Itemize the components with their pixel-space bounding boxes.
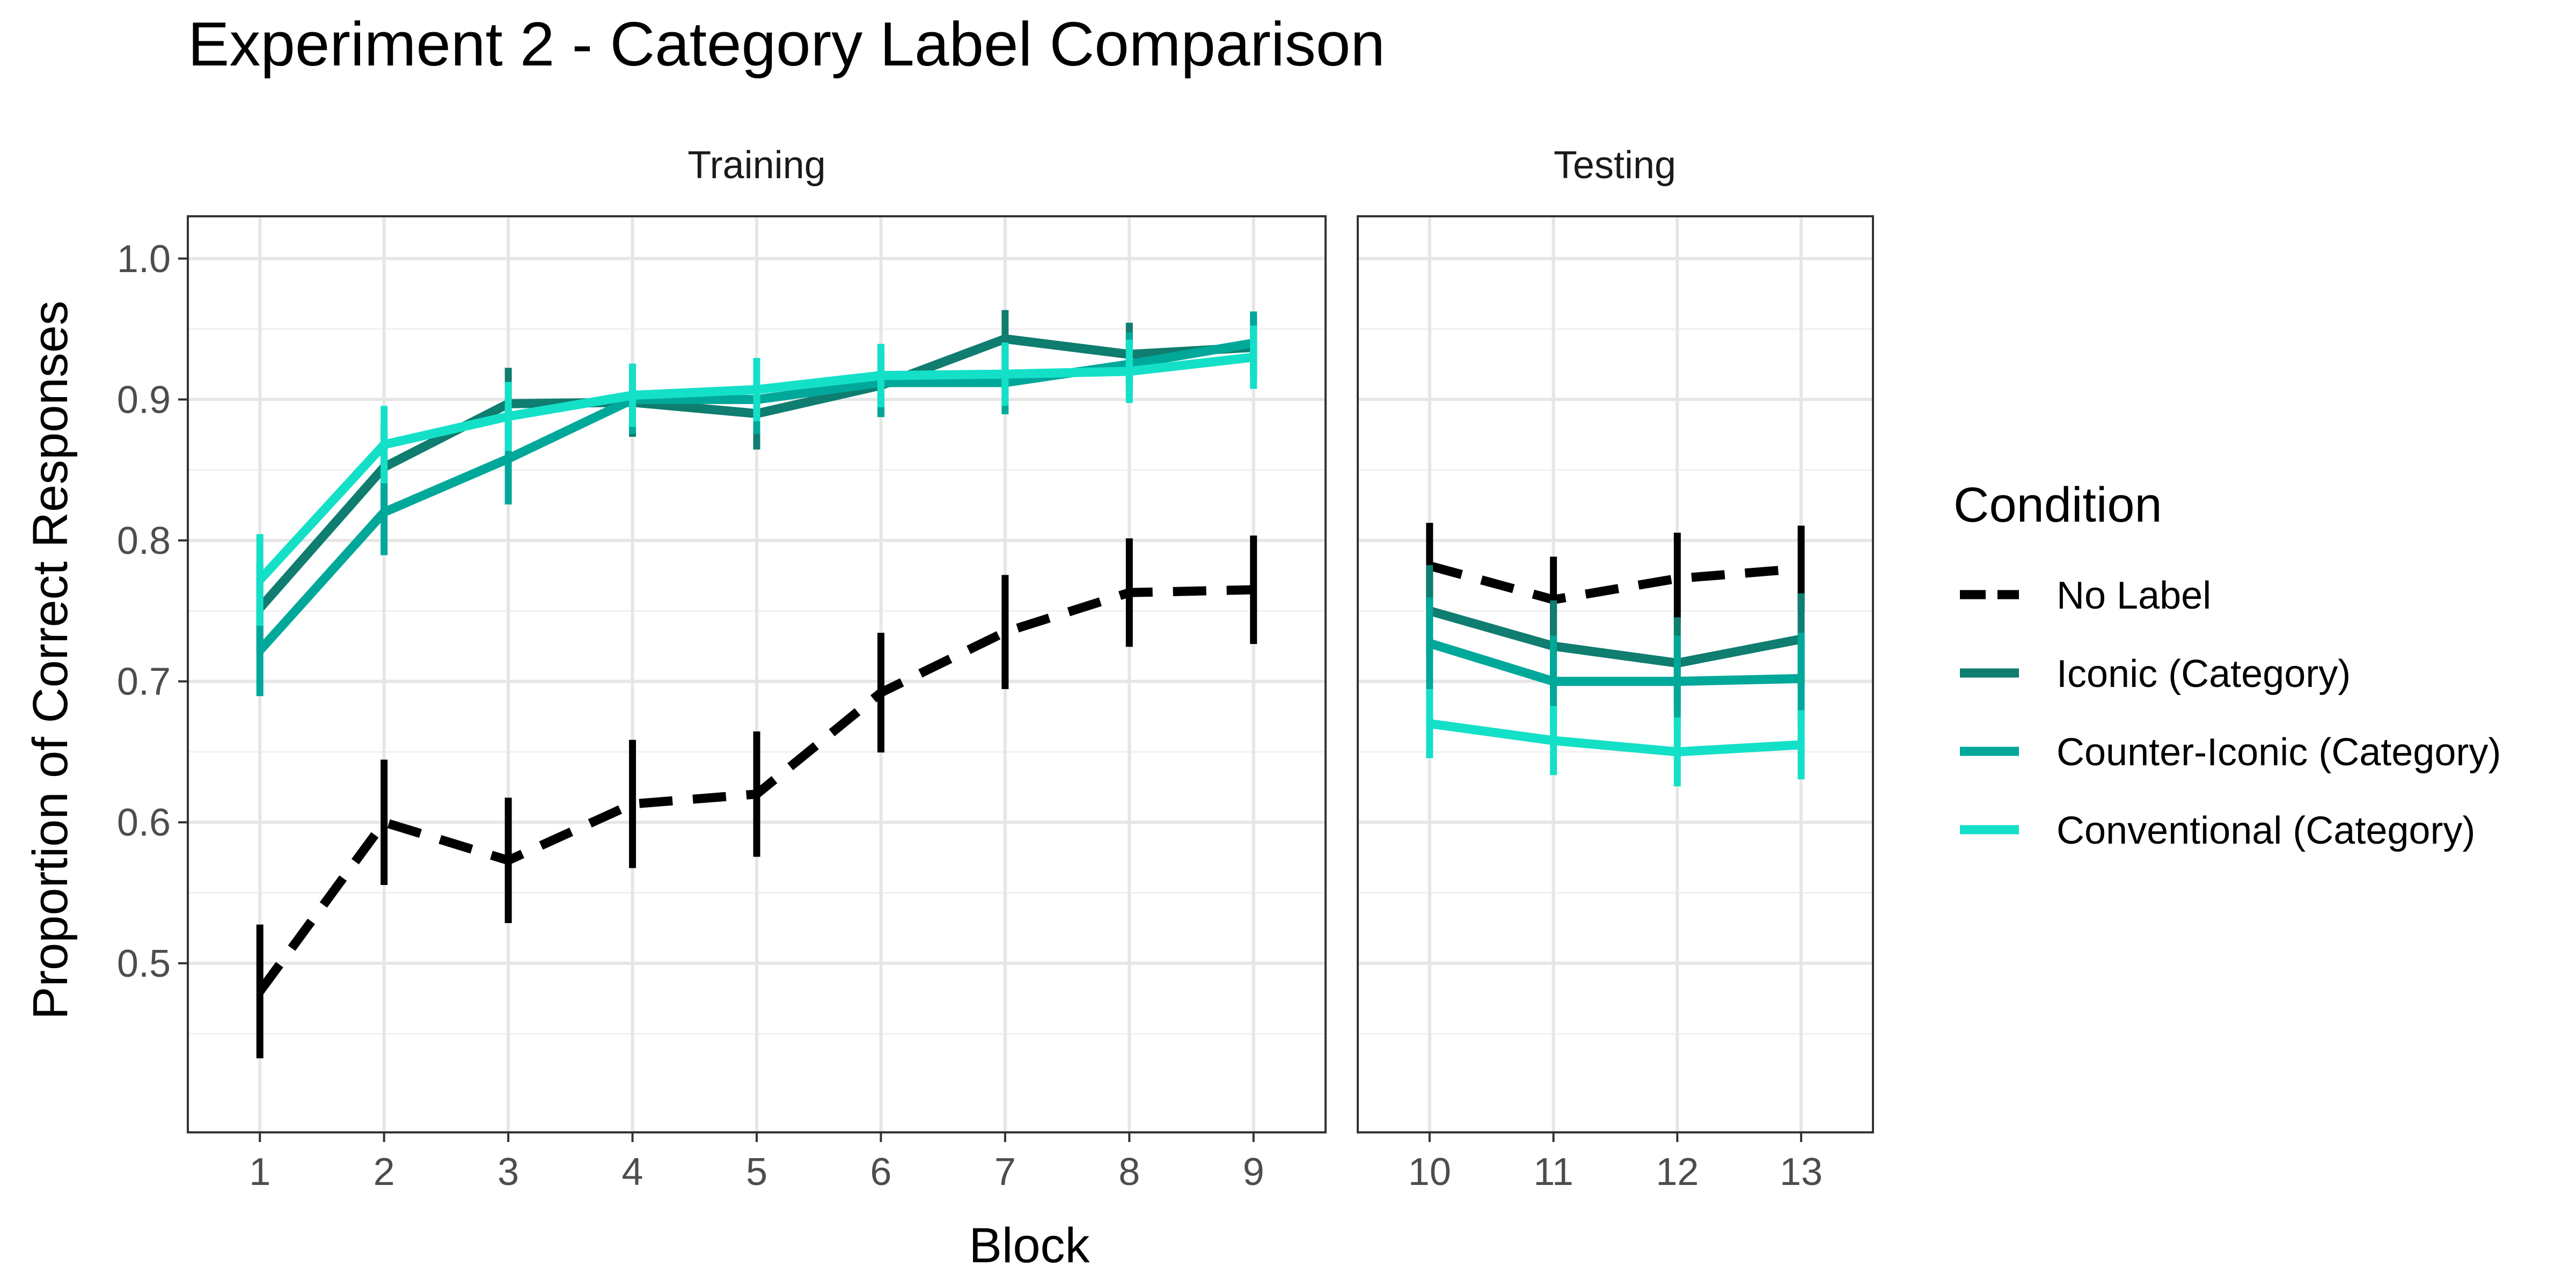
x-tick-label: 7 [994,1151,1016,1194]
panel-border [1357,215,1874,1133]
data-point [382,510,386,514]
data-point [1552,679,1555,683]
data-point [1003,630,1007,634]
data-point [1252,588,1255,591]
chart-title: Experiment 2 - Category Label Comparison [188,9,1385,79]
data-point [258,578,262,582]
legend-item: Conventional (Category) [1960,809,2475,852]
data-point [1128,369,1131,373]
data-point [1128,591,1131,595]
data-point [755,792,758,796]
data-point [507,859,510,862]
data-point [631,802,634,806]
data-point [879,691,883,694]
legend-item: No Label [1960,574,2211,617]
series-conventional-category [1426,689,1805,787]
legend-item: Iconic (Category) [1960,653,2351,696]
x-tick-label: 10 [1408,1151,1451,1194]
data-point [1675,679,1679,683]
x-tick-label: 3 [497,1151,519,1194]
y-tick-label: 0.9 [117,378,171,421]
panel-training: 1 2 3 4 5 6 7 8 9 [187,215,1327,1194]
data-point [382,821,386,824]
data-point [1799,567,1803,570]
series-no-label [256,535,1257,1059]
panel-strip-label-testing: Testing [1554,144,1676,187]
panel-strip-label-training: Training [687,144,825,187]
data-point [1252,355,1255,359]
legend-item: Counter-Iconic (Category) [1960,731,2501,774]
y-tick-label: 1.0 [117,238,171,281]
legend: Condition No Label Iconic (Category) Count… [1953,478,2501,852]
data-point [1799,677,1803,680]
data-point [382,443,386,447]
series-line [1428,639,1802,686]
x-tick-label: 8 [1118,1151,1140,1194]
y-tick-label: 0.6 [117,801,171,844]
data-point [258,648,262,652]
x-tick-label: 6 [870,1151,891,1194]
x-tick-label: 1 [249,1151,270,1194]
y-axis-label: Proportion of Correct Responses [23,301,78,1020]
y-tick-label: 0.7 [117,661,171,704]
series-conventional-category [256,325,1257,626]
data-point [1675,576,1679,580]
data-point [631,393,634,397]
y-tick-label: 0.8 [117,519,171,562]
series-line [1428,606,1802,668]
x-tick-label: 5 [746,1151,767,1194]
series-line [1429,719,1802,757]
x-tick-label: 4 [622,1151,643,1194]
data-point [1675,750,1679,753]
x-tick-label: 9 [1243,1151,1264,1194]
y-tick-label: 0.5 [117,942,171,985]
legend-title: Condition [1953,478,2162,532]
series-line [1428,561,1802,604]
data-point [507,457,510,460]
data-point [755,388,758,392]
x-tick-label: 13 [1780,1151,1823,1194]
data-point [879,374,883,377]
x-tick-label: 2 [374,1151,395,1194]
panel-testing: 10 11 12 13 [1357,215,1874,1194]
x-tick-label: 12 [1656,1151,1699,1194]
data-point [1428,722,1431,726]
x-tick-label: 11 [1533,1151,1574,1194]
data-point [1799,743,1803,747]
data-point [258,990,262,993]
data-point [1003,337,1007,341]
data-point [1552,738,1555,742]
legend-label: Iconic (Category) [2057,653,2351,696]
data-point [1428,641,1431,645]
data-point [1003,372,1007,376]
x-axis-label: Block [969,1218,1091,1273]
legend-label: Counter-Iconic (Category) [2057,731,2501,774]
legend-label: No Label [2057,574,2211,617]
y-axis-ticks: 0.5 0.6 0.7 0.8 0.9 1.0 [117,238,188,985]
data-point [507,414,510,418]
legend-label: Conventional (Category) [2057,809,2475,852]
